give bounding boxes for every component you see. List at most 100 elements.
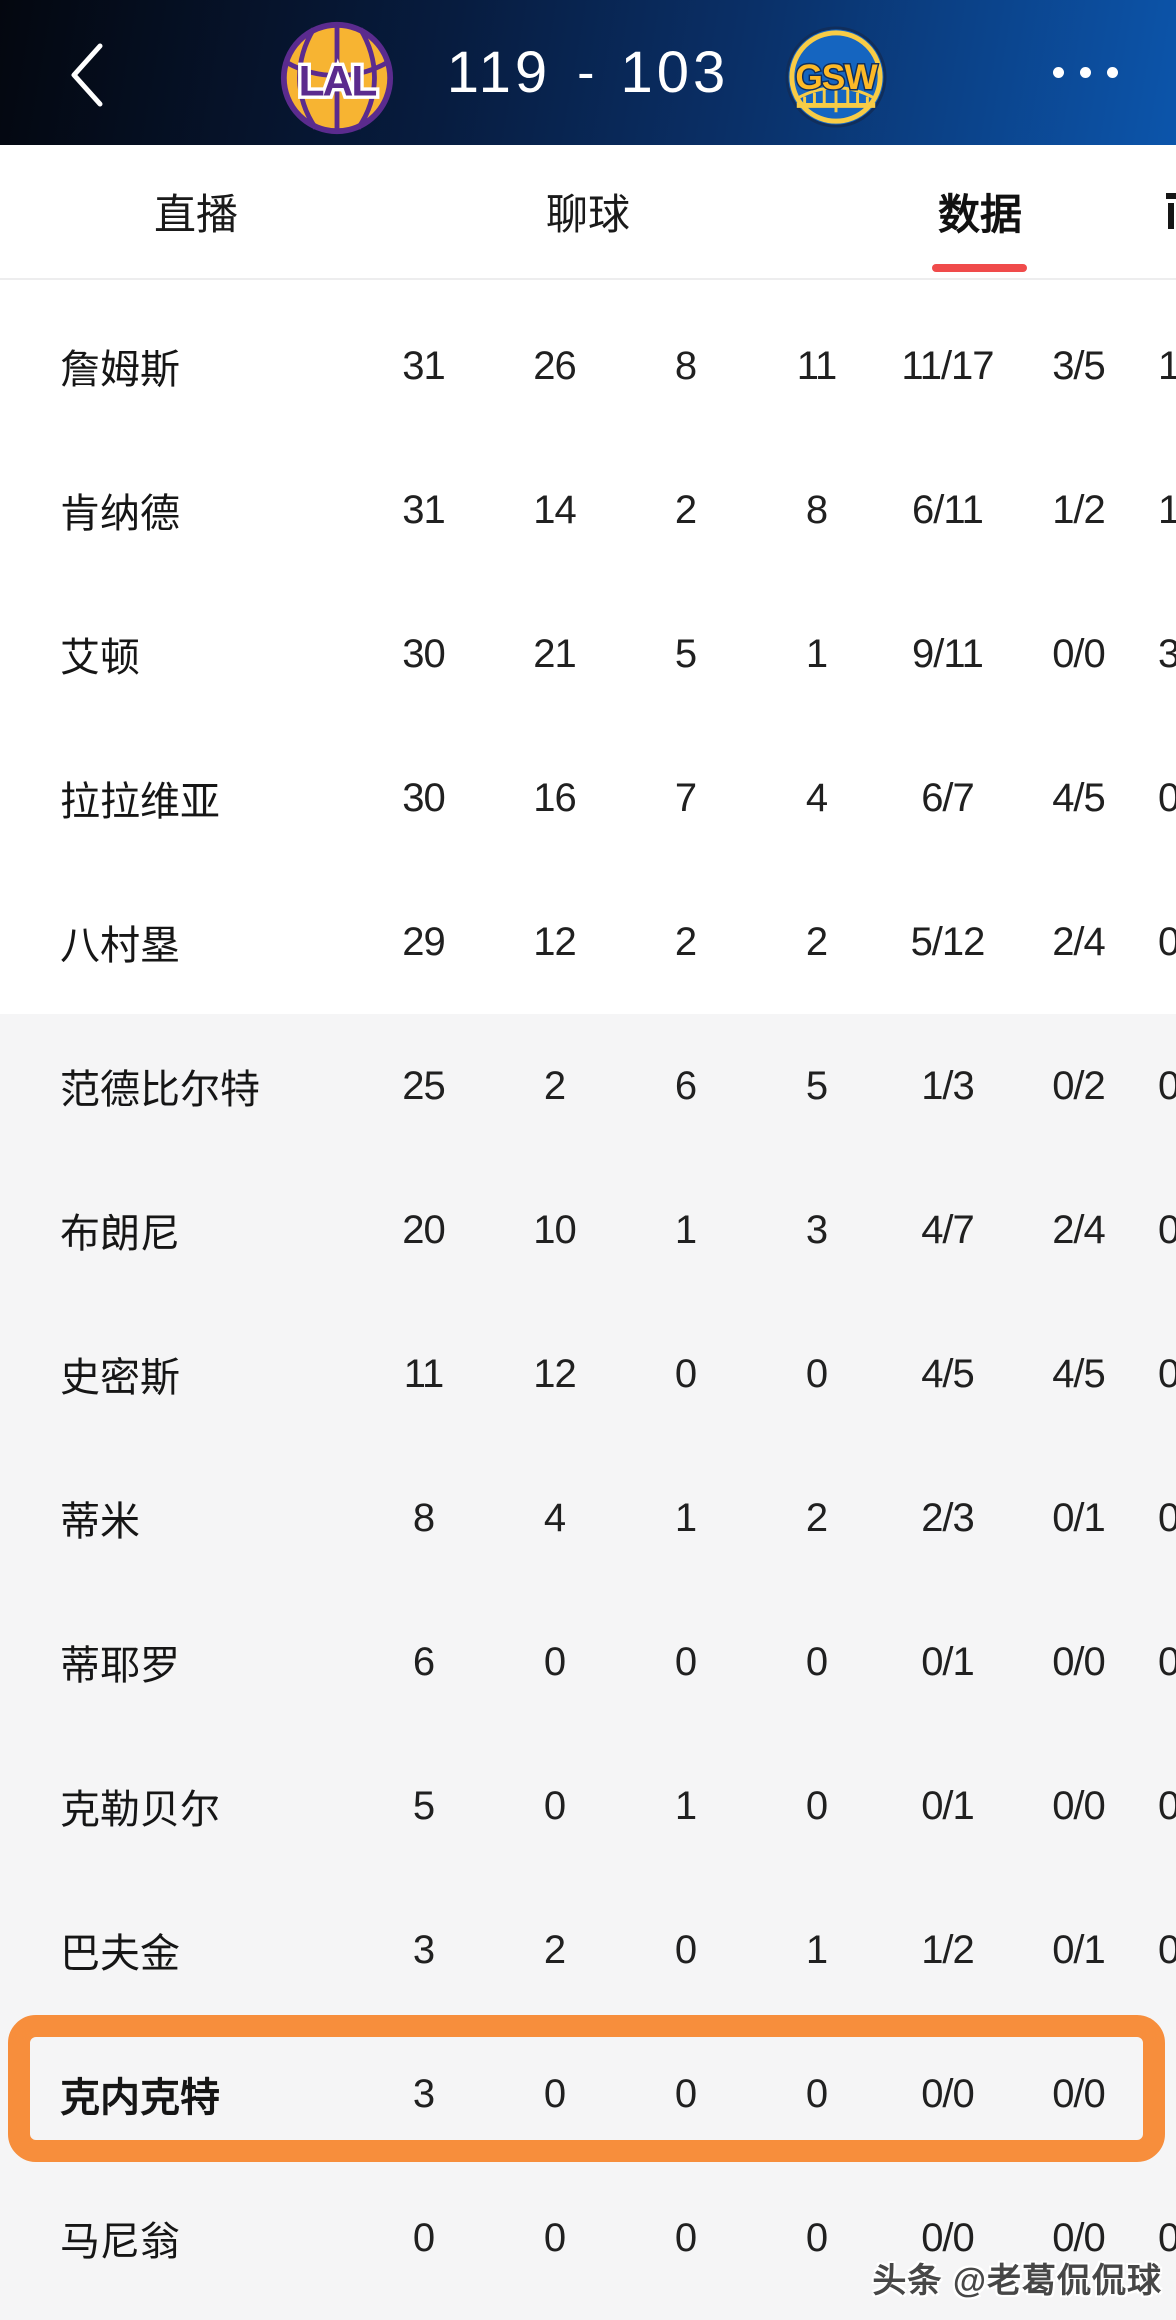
score-line: 119 - 103 — [0, 0, 1176, 145]
stat-cell: 0/0 — [1052, 2215, 1106, 2260]
stat-cell: 0 — [674, 1639, 697, 1684]
stat-cell-clipped: 0 — [1158, 2215, 1176, 2260]
stat-cell: 8 — [805, 487, 828, 532]
back-button[interactable] — [62, 38, 112, 112]
stat-cell: 0 — [412, 2215, 435, 2260]
stat-cell: 1/3 — [921, 1063, 975, 1108]
stat-cell-clipped: 0 — [1158, 775, 1176, 820]
home-score: 119 — [446, 40, 552, 105]
player-name: 布朗尼 — [60, 1212, 180, 1256]
stat-cell: 3 — [412, 1927, 435, 1972]
table-row[interactable]: 史密斯 11 12 0 0 4/5 4/5 0 — [0, 1302, 1176, 1446]
table-row[interactable]: 范德比尔特 25 2 6 5 1/3 0/2 0 — [0, 1014, 1176, 1158]
stat-cell: 9/11 — [912, 631, 984, 676]
stat-cell: 0 — [543, 2071, 566, 2116]
more-options-button[interactable] — [1053, 67, 1118, 78]
player-name: 范德比尔特 — [60, 1068, 260, 1112]
stat-cell: 0 — [674, 2215, 697, 2260]
stat-cell: 2 — [805, 1495, 828, 1540]
player-name: 蒂耶罗 — [60, 1644, 180, 1688]
table-row[interactable]: 蒂米 8 4 1 2 2/3 0/1 0 — [0, 1446, 1176, 1590]
tab-chat[interactable]: 聊球 — [392, 145, 784, 278]
stat-cell: 1 — [674, 1783, 697, 1828]
stat-cell: 2/4 — [1052, 1207, 1106, 1252]
table-row[interactable]: 八村塁 29 12 2 2 5/12 2/4 0 — [0, 870, 1176, 1014]
tab-bar: 直播 聊球 数据 — [0, 145, 1176, 280]
stat-cell: 30 — [402, 775, 446, 820]
table-row[interactable]: 布朗尼 20 10 1 3 4/7 2/4 0 — [0, 1158, 1176, 1302]
table-row[interactable]: 巴夫金 3 2 0 1 1/2 0/1 0 — [0, 1878, 1176, 2022]
stat-cell: 0 — [805, 2215, 828, 2260]
table-row[interactable]: 克勒贝尔 5 0 1 0 0/1 0/0 0 — [0, 1734, 1176, 1878]
stat-cell: 21 — [533, 631, 577, 676]
stat-cell: 31 — [402, 343, 446, 388]
player-name: 克勒贝尔 — [60, 1788, 220, 1832]
stat-cell: 0/2 — [1052, 1063, 1106, 1108]
stat-cell: 0/0 — [1052, 2071, 1106, 2116]
table-row[interactable]: 蒂耶罗 6 0 0 0 0/1 0/0 0 — [0, 1590, 1176, 1734]
tab-live[interactable]: 直播 — [0, 145, 392, 278]
stat-cell-clipped: 0 — [1158, 1927, 1176, 1972]
table-top-padding — [0, 280, 1176, 294]
stat-cell: 0/0 — [1052, 1783, 1106, 1828]
stat-cell: 2/4 — [1052, 919, 1106, 964]
tab-stats-label: 数据 — [937, 191, 1022, 238]
stat-cell: 0 — [805, 2071, 828, 2116]
stat-cell: 0 — [543, 1783, 566, 1828]
player-name: 蒂米 — [60, 1500, 140, 1544]
stat-cell: 0/1 — [1052, 1927, 1106, 1972]
gsw-team-logo: GSW — [785, 26, 887, 128]
stat-cell-clipped: 0 — [1158, 1063, 1176, 1108]
stat-cell: 4 — [805, 775, 828, 820]
player-name: 詹姆斯 — [60, 348, 180, 392]
stat-cell: 3 — [412, 2071, 435, 2116]
stat-cell: 7 — [674, 775, 697, 820]
stat-cell: 1/2 — [1052, 487, 1106, 532]
table-row[interactable]: 詹姆斯 31 26 8 11 11/17 3/5 1 — [0, 294, 1176, 438]
stat-cell: 0 — [543, 2215, 566, 2260]
stat-cell: 5 — [674, 631, 697, 676]
stat-cell-clipped: 0 — [1158, 1207, 1176, 1252]
stat-cell: 0 — [674, 1351, 697, 1396]
table-row[interactable]: 肯纳德 31 14 2 8 6/11 1/2 1 — [0, 438, 1176, 582]
stat-cell: 4/5 — [921, 1351, 975, 1396]
away-score: 103 — [620, 40, 730, 105]
stat-cell: 20 — [402, 1207, 446, 1252]
table-row[interactable]: 艾顿 30 21 5 1 9/11 0/0 3 — [0, 582, 1176, 726]
stat-cell: 3 — [805, 1207, 828, 1252]
match-header: LAL 119 - 103 GSW — [0, 0, 1176, 145]
stat-cell: 1 — [674, 1207, 697, 1252]
stat-cell: 31 — [402, 487, 446, 532]
table-row[interactable]: 克内克特 3 0 0 0 0/0 0/0 — [0, 2015, 1176, 2166]
stat-cell: 5 — [412, 1783, 435, 1828]
ellipsis-icon — [1107, 67, 1118, 78]
score-separator: - — [577, 43, 595, 102]
player-name: 肯纳德 — [60, 492, 180, 536]
gsw-abbr: GSW — [795, 58, 878, 97]
stat-cell-clipped: 0 — [1158, 1639, 1176, 1684]
table-row[interactable]: 马尼翁 0 0 0 0 0/0 0/0 0 — [0, 2166, 1176, 2310]
stat-cell: 0/1 — [921, 1639, 975, 1684]
stat-cell: 4/5 — [1052, 1351, 1106, 1396]
tab-stats[interactable]: 数据 — [784, 145, 1176, 278]
chevron-left-icon — [71, 43, 103, 107]
player-name: 艾顿 — [60, 636, 140, 680]
stat-cell: 25 — [402, 1063, 446, 1108]
table-row[interactable]: 拉拉维亚 30 16 7 4 6/7 4/5 0 — [0, 726, 1176, 870]
stat-cell-clipped: 1 — [1158, 487, 1176, 532]
player-name: 八村塁 — [60, 924, 180, 968]
stat-cell: 8 — [412, 1495, 435, 1540]
stat-cell-clipped: 0 — [1158, 1351, 1176, 1396]
stat-cell: 2 — [674, 487, 697, 532]
stat-cell: 0 — [805, 1351, 828, 1396]
stat-cell: 1 — [674, 1495, 697, 1540]
stat-cell: 11 — [796, 343, 838, 388]
stat-cell: 5/12 — [910, 919, 986, 964]
stat-cell: 2/3 — [921, 1495, 975, 1540]
stat-cell: 6 — [412, 1639, 435, 1684]
stat-cell-clipped: 3 — [1158, 631, 1176, 676]
stat-cell: 14 — [533, 487, 577, 532]
ellipsis-icon — [1053, 67, 1064, 78]
stat-cell-clipped: 1 — [1158, 343, 1176, 388]
stat-cell: 4/5 — [1052, 775, 1106, 820]
